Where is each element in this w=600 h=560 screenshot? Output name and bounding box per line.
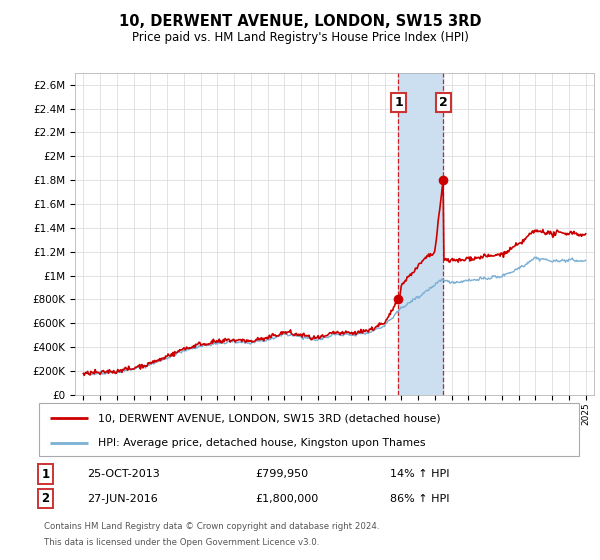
Text: 1: 1 bbox=[394, 96, 403, 109]
Text: Contains HM Land Registry data © Crown copyright and database right 2024.: Contains HM Land Registry data © Crown c… bbox=[44, 522, 380, 531]
Text: 14% ↑ HPI: 14% ↑ HPI bbox=[390, 469, 449, 479]
Text: This data is licensed under the Open Government Licence v3.0.: This data is licensed under the Open Gov… bbox=[44, 538, 320, 547]
Text: £1,800,000: £1,800,000 bbox=[255, 493, 318, 503]
Text: £799,950: £799,950 bbox=[255, 469, 308, 479]
Text: 86% ↑ HPI: 86% ↑ HPI bbox=[390, 493, 449, 503]
Text: HPI: Average price, detached house, Kingston upon Thames: HPI: Average price, detached house, King… bbox=[98, 438, 426, 448]
Text: 1: 1 bbox=[41, 468, 50, 480]
Text: 25-OCT-2013: 25-OCT-2013 bbox=[88, 469, 160, 479]
Text: 2: 2 bbox=[439, 96, 448, 109]
Text: 10, DERWENT AVENUE, LONDON, SW15 3RD: 10, DERWENT AVENUE, LONDON, SW15 3RD bbox=[119, 14, 481, 29]
Text: 2: 2 bbox=[41, 492, 50, 505]
FancyBboxPatch shape bbox=[39, 403, 579, 456]
Bar bbox=[398, 73, 443, 395]
Text: 27-JUN-2016: 27-JUN-2016 bbox=[88, 493, 158, 503]
Text: 10, DERWENT AVENUE, LONDON, SW15 3RD (detached house): 10, DERWENT AVENUE, LONDON, SW15 3RD (de… bbox=[98, 413, 441, 423]
Text: Price paid vs. HM Land Registry's House Price Index (HPI): Price paid vs. HM Land Registry's House … bbox=[131, 31, 469, 44]
